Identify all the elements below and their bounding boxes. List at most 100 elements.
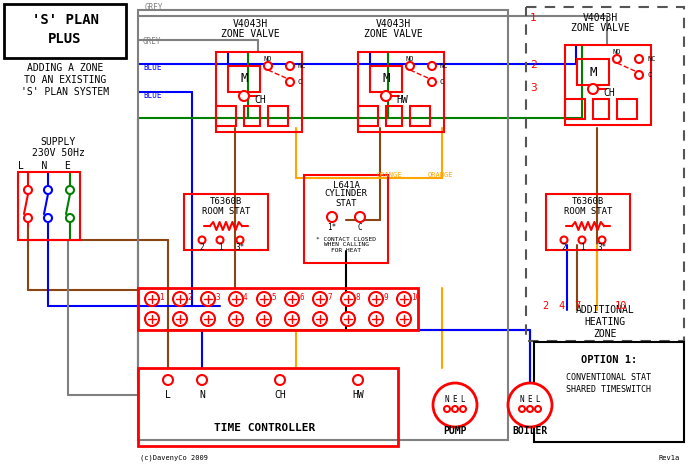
Circle shape <box>527 406 533 412</box>
Circle shape <box>433 383 477 427</box>
Text: V4043H: V4043H <box>375 19 411 29</box>
Text: 1: 1 <box>217 242 222 251</box>
Text: SUPPLY: SUPPLY <box>41 137 76 147</box>
Circle shape <box>519 406 525 412</box>
Circle shape <box>173 312 187 326</box>
Text: C: C <box>357 222 362 232</box>
Text: 10: 10 <box>615 301 627 311</box>
Text: * CONTACT CLOSED
WHEN CALLING
FOR HEAT: * CONTACT CLOSED WHEN CALLING FOR HEAT <box>316 237 376 253</box>
Circle shape <box>460 406 466 412</box>
Text: 230V 50Hz: 230V 50Hz <box>32 148 84 158</box>
Text: 8: 8 <box>355 292 359 301</box>
Text: 1: 1 <box>159 292 164 301</box>
Bar <box>216 52 302 132</box>
Bar <box>565 99 585 119</box>
Circle shape <box>264 62 272 70</box>
Text: 4: 4 <box>558 301 564 311</box>
Text: ZONE VALVE: ZONE VALVE <box>571 23 629 33</box>
Text: (c)DavenyCo 2009: (c)DavenyCo 2009 <box>140 455 208 461</box>
Text: L: L <box>165 390 171 400</box>
Circle shape <box>257 292 271 306</box>
Text: C: C <box>647 72 651 78</box>
Circle shape <box>428 62 436 70</box>
Text: 3: 3 <box>215 292 219 301</box>
Bar <box>18 172 80 240</box>
Circle shape <box>397 312 411 326</box>
Text: ORANGE: ORANGE <box>427 172 453 178</box>
Text: ROOM STAT: ROOM STAT <box>564 206 612 215</box>
Text: NC: NC <box>298 63 306 69</box>
Circle shape <box>285 292 299 306</box>
Text: E: E <box>453 395 457 403</box>
Bar <box>216 106 236 126</box>
Circle shape <box>406 62 414 70</box>
Circle shape <box>229 292 243 306</box>
Text: 1: 1 <box>530 13 537 23</box>
Text: CYLINDER: CYLINDER <box>324 190 368 198</box>
Bar <box>138 10 508 440</box>
Text: ORANGE: ORANGE <box>376 172 402 178</box>
Circle shape <box>285 312 299 326</box>
Text: T6360B: T6360B <box>572 197 604 206</box>
Circle shape <box>444 406 450 412</box>
Circle shape <box>286 62 294 70</box>
Text: OPTION 1:: OPTION 1: <box>581 355 637 365</box>
Circle shape <box>24 214 32 222</box>
Circle shape <box>237 236 244 243</box>
Text: TO AN EXISTING: TO AN EXISTING <box>24 75 106 85</box>
Circle shape <box>598 236 606 243</box>
Text: 5: 5 <box>271 292 275 301</box>
Circle shape <box>578 236 586 243</box>
Bar <box>386 106 402 126</box>
Circle shape <box>286 78 294 86</box>
Circle shape <box>588 84 598 94</box>
Circle shape <box>635 71 643 79</box>
Bar <box>4 4 126 58</box>
Circle shape <box>275 375 285 385</box>
Text: 3: 3 <box>530 83 537 93</box>
Bar <box>526 7 684 341</box>
Text: HW: HW <box>396 95 408 105</box>
Bar <box>546 194 630 250</box>
Text: ZONE VALVE: ZONE VALVE <box>221 29 279 39</box>
Text: N: N <box>520 395 524 403</box>
Text: M: M <box>589 66 597 79</box>
Circle shape <box>635 55 643 63</box>
Text: 2: 2 <box>562 242 566 251</box>
Bar <box>138 288 418 330</box>
Text: ADDITIONAL: ADDITIONAL <box>575 305 634 315</box>
Text: 7: 7 <box>327 292 332 301</box>
Text: L: L <box>535 395 540 403</box>
Text: CONVENTIONAL STAT: CONVENTIONAL STAT <box>566 373 651 382</box>
Text: 7: 7 <box>574 301 580 311</box>
Text: E: E <box>528 395 532 403</box>
Text: 2: 2 <box>530 60 537 70</box>
Circle shape <box>327 212 337 222</box>
Text: L641A: L641A <box>333 181 359 190</box>
Circle shape <box>44 186 52 194</box>
Bar <box>577 59 609 85</box>
Circle shape <box>535 406 541 412</box>
Text: NO: NO <box>613 49 621 55</box>
Text: ZONE: ZONE <box>593 329 617 339</box>
Bar <box>304 175 388 263</box>
Text: PLUS: PLUS <box>48 32 81 46</box>
Circle shape <box>452 406 458 412</box>
Text: STAT: STAT <box>335 198 357 207</box>
Circle shape <box>201 292 215 306</box>
Bar <box>617 99 637 119</box>
Circle shape <box>217 236 224 243</box>
Text: CH: CH <box>274 390 286 400</box>
Bar <box>534 342 684 442</box>
Bar <box>358 106 378 126</box>
Text: BOILER: BOILER <box>513 426 548 436</box>
Bar <box>358 52 444 132</box>
Text: BLUE: BLUE <box>143 92 161 101</box>
Text: 4: 4 <box>243 292 248 301</box>
Text: 9: 9 <box>383 292 388 301</box>
Bar <box>410 106 430 126</box>
Circle shape <box>173 292 187 306</box>
Circle shape <box>313 312 327 326</box>
Text: T6360B: T6360B <box>210 197 242 206</box>
Text: HEATING: HEATING <box>584 317 626 327</box>
